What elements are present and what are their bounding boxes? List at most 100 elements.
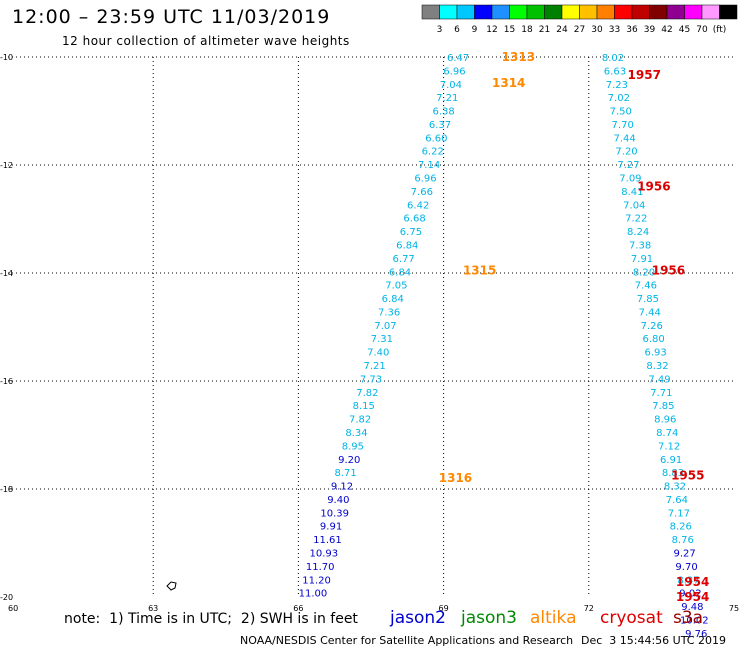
wave-height-label: 7.02 xyxy=(608,93,630,104)
wave-height-label: 7.50 xyxy=(610,107,632,118)
legend-tick-label: 27 xyxy=(574,25,585,35)
wave-height-label: 8.37 xyxy=(677,575,699,586)
wave-height-label: 11.61 xyxy=(313,535,342,546)
x-tick-label: 72 xyxy=(584,604,594,613)
sat-jason2: jason2 xyxy=(390,608,446,628)
wave-height-label: 8.26 xyxy=(670,522,692,533)
wave-height-label: 7.36 xyxy=(378,307,400,318)
wave-height-label: 10.93 xyxy=(309,549,338,560)
wave-height-label: 7.14 xyxy=(418,160,440,171)
pass-time-label: 1313 xyxy=(502,50,535,64)
pass-time-label: 1954 xyxy=(676,575,709,589)
legend-tick-label: 9 xyxy=(472,25,478,35)
wave-height-label: 7.12 xyxy=(658,441,680,452)
island-shape xyxy=(166,581,177,591)
wave-height-label: 6.77 xyxy=(393,254,415,265)
wave-height-label: 8.96 xyxy=(654,415,676,426)
legend-swatch xyxy=(509,4,528,20)
x-tick-label: 63 xyxy=(148,604,158,613)
pass-time-label: 1956 xyxy=(637,180,670,194)
legend-swatch xyxy=(684,4,703,20)
wave-height-label: 9.27 xyxy=(673,549,695,560)
pass-time-label: 1954 xyxy=(676,590,709,604)
sat-cryosat: cryosat xyxy=(600,608,663,628)
footer-timestamp: Dec 3 15:44:56 UTC 2019 xyxy=(581,634,726,647)
note-text: note: 1) Time is in UTC; 2) SWH is in fe… xyxy=(64,611,358,627)
legend-swatch xyxy=(439,4,458,20)
wave-height-label: 8.95 xyxy=(342,441,364,452)
wave-height-label: 6.80 xyxy=(643,334,665,345)
legend-swatch xyxy=(544,4,563,20)
wave-height-label: 6.42 xyxy=(407,200,429,211)
x-tick-label: 75 xyxy=(729,604,739,613)
wave-height-label: 11.20 xyxy=(302,575,331,586)
legend-swatch xyxy=(526,4,545,20)
page-subtitle: 12 hour collection of altimeter wave hei… xyxy=(62,34,350,48)
wave-height-label: 7.49 xyxy=(648,374,670,385)
wave-height-label: 7.71 xyxy=(650,388,672,399)
wave-height-label: 8.74 xyxy=(656,428,678,439)
pass-time-label: 1315 xyxy=(463,263,496,277)
wave-height-label: 7.09 xyxy=(619,174,641,185)
pass-time-label: 1957 xyxy=(628,68,661,82)
page-title: 12:00 – 23:59 UTC 11/03/2019 xyxy=(12,6,331,28)
wave-height-label: 7.20 xyxy=(615,147,637,158)
wave-height-label: 7.46 xyxy=(635,281,657,292)
wave-height-label: 8.34 xyxy=(345,428,367,439)
wave-height-label: 9.02 xyxy=(679,589,701,600)
wave-height-label: 9.91 xyxy=(320,522,342,533)
legend-swatch xyxy=(421,4,440,20)
wave-height-label: 6.93 xyxy=(644,348,666,359)
x-tick-label: 66 xyxy=(293,604,303,613)
legend-tick-label: (ft) xyxy=(713,25,727,35)
wave-height-label: 9.76 xyxy=(685,629,707,640)
wave-height-label: 6.91 xyxy=(660,455,682,466)
wave-height-label: 6.47 xyxy=(447,53,469,64)
wave-height-label: 8.32 xyxy=(664,482,686,493)
legend-tick-label: 70 xyxy=(696,25,708,35)
wave-height-label: 9.48 xyxy=(681,602,703,613)
wave-height-label: 7.27 xyxy=(617,160,639,171)
wave-height-label: 7.31 xyxy=(371,334,393,345)
legend-swatch xyxy=(596,4,615,20)
wave-height-label: 6.38 xyxy=(432,107,454,118)
wave-height-label: 7.73 xyxy=(360,374,382,385)
wave-height-label: 7.05 xyxy=(385,281,407,292)
legend-tick-label: 18 xyxy=(521,25,533,35)
wave-height-label: 11.00 xyxy=(299,589,328,600)
wave-height-label: 6.96 xyxy=(443,66,465,77)
legend-tick-label: 39 xyxy=(644,25,656,35)
y-tick-label: -10 xyxy=(0,53,13,62)
wave-height-label: 7.44 xyxy=(639,307,661,318)
legend-tick-label: 15 xyxy=(504,25,515,35)
wave-height-label: 6.84 xyxy=(389,267,411,278)
wave-height-label: 9.70 xyxy=(675,562,697,573)
wave-height-label: 7.82 xyxy=(356,388,378,399)
legend-tick-label: 42 xyxy=(661,25,672,35)
wave-height-label: 6.68 xyxy=(403,214,425,225)
wave-height-label: 7.21 xyxy=(436,93,458,104)
wave-height-label: 8.24 xyxy=(627,227,649,238)
wave-height-label: 8.15 xyxy=(353,401,375,412)
wave-height-label: 7.82 xyxy=(349,415,371,426)
wave-height-label: 7.04 xyxy=(623,200,645,211)
y-tick-label: -12 xyxy=(0,161,13,170)
y-tick-label: -14 xyxy=(0,269,13,278)
wave-height-label: 8.71 xyxy=(334,468,356,479)
wave-height-label: 9.12 xyxy=(331,482,353,493)
legend-tick-label: 21 xyxy=(539,25,550,35)
pass-time-label: 1955 xyxy=(671,469,704,483)
legend-tick-label: 6 xyxy=(454,25,460,35)
wave-height-label: 7.66 xyxy=(411,187,433,198)
legend-tick-label: 24 xyxy=(556,25,568,35)
legend-swatch xyxy=(701,4,720,20)
y-tick-label: -16 xyxy=(0,377,13,386)
wave-height-label: 7.17 xyxy=(668,508,690,519)
legend-tick-label: 12 xyxy=(486,25,497,35)
pass-time-label: 1956 xyxy=(652,263,685,277)
wave-height-label: 6.84 xyxy=(382,294,404,305)
legend-tick-label: 30 xyxy=(591,25,603,35)
legend-swatch xyxy=(474,4,493,20)
